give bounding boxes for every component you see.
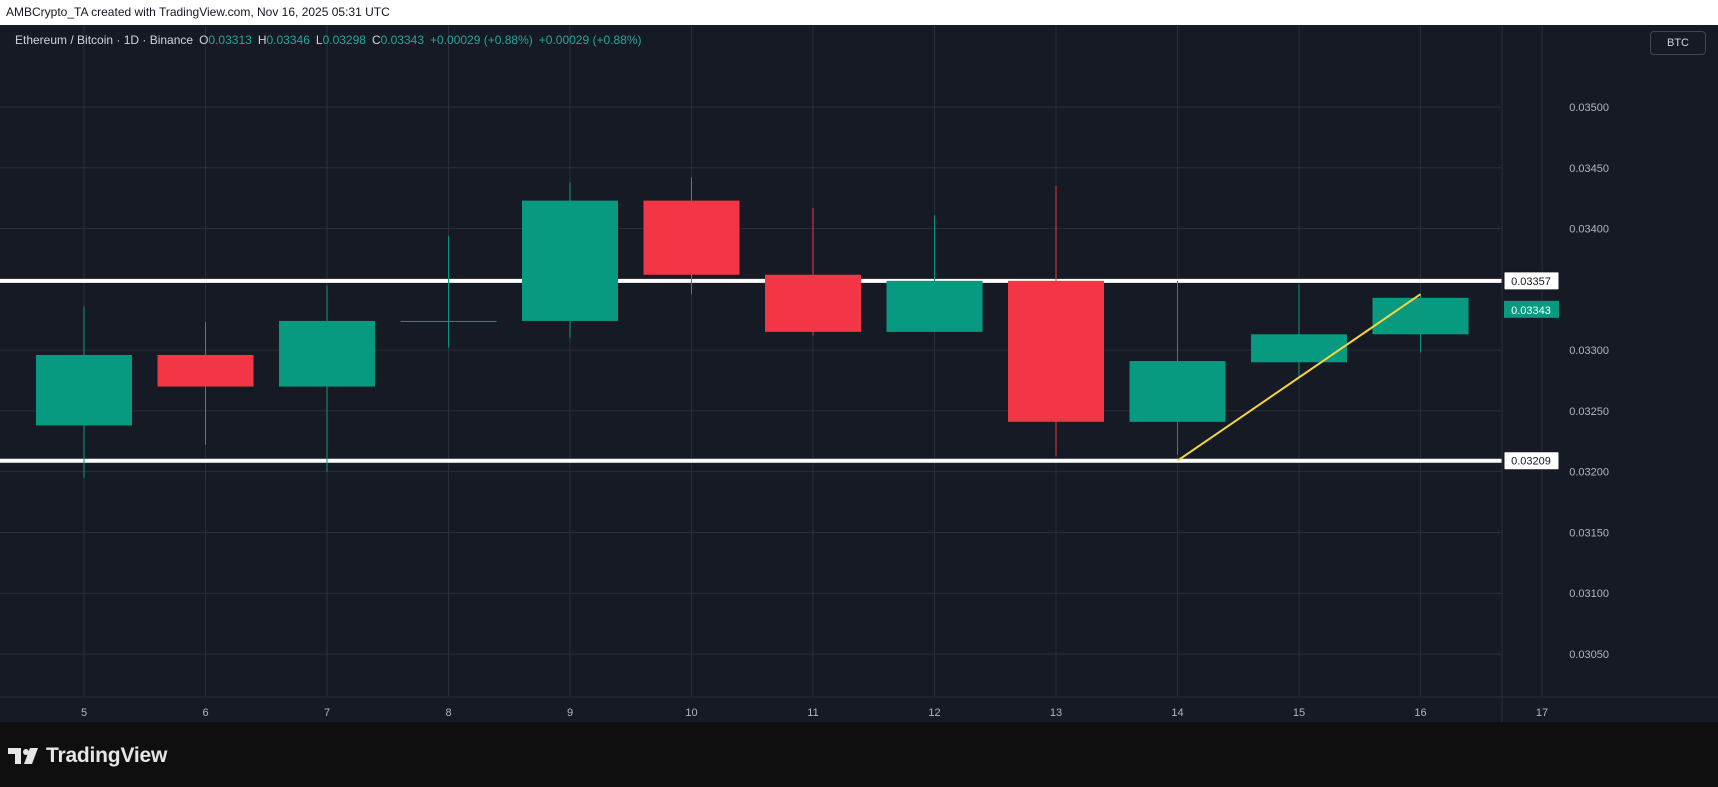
legend-high-label: H: [257, 33, 267, 47]
legend-open-label: O: [199, 33, 209, 47]
candle[interactable]: [1129, 280, 1226, 455]
candle[interactable]: [522, 182, 618, 338]
last-price-label: 0.03343: [1511, 305, 1551, 317]
tradingview-logo-icon: [8, 748, 38, 764]
chart-credit-text: AMBCrypto_TA created with TradingView.co…: [6, 5, 390, 19]
legend-low-label: L: [315, 33, 323, 47]
y-tick-label: 0.03400: [1569, 224, 1609, 236]
last-price-label-bg: [1504, 300, 1559, 318]
footer-bar: TradingView: [0, 722, 1718, 787]
y-tick-label: 0.03500: [1569, 102, 1609, 114]
level-price-label: 0.03357: [1511, 276, 1551, 288]
currency-button[interactable]: BTC: [1650, 31, 1706, 55]
candle-body: [400, 320, 497, 322]
axes: 0.03500 0.03450 0.03400 0.03300 0.03250 0.032…: [0, 25, 1718, 722]
trend-line[interactable]: [1176, 293, 1422, 462]
legend-close-label: C: [371, 33, 381, 47]
x-tick-label: 15: [1293, 707, 1305, 719]
level-price-label-bg: [1503, 451, 1560, 471]
candle-body: [886, 280, 983, 332]
x-tick-label: 17: [1536, 707, 1548, 719]
y-tick-label: 0.03250: [1569, 406, 1609, 418]
x-tick-label: 8: [445, 707, 451, 719]
candle-body: [643, 200, 740, 275]
chart-frame[interactable]: 0.03500 0.03450 0.03400 0.03300 0.03250 0.032…: [0, 25, 1718, 722]
tradingview-logo[interactable]: TradingView: [8, 744, 167, 768]
candle[interactable]: [157, 322, 254, 445]
horizontal-lines: [0, 278, 1502, 463]
legend-change-secondary: +0.00029 (+0.88%): [538, 33, 642, 47]
candle[interactable]: [1008, 186, 1104, 456]
x-tick-label: 12: [928, 707, 940, 719]
legend-open-value: 0.03313: [208, 33, 252, 47]
candle[interactable]: [643, 177, 740, 295]
candle-body: [157, 354, 254, 387]
legend-close-value: 0.03343: [380, 33, 425, 47]
candle-body: [765, 274, 861, 332]
candle-body: [279, 320, 375, 387]
price-labels: 0.03357 0.03209 0.03343: [1503, 271, 1560, 471]
x-tick-label: 6: [202, 707, 208, 719]
level-price-label: 0.03209: [1511, 456, 1551, 468]
candle-body: [1008, 280, 1104, 422]
candle-body: [1129, 361, 1226, 422]
candlestick-chart[interactable]: 0.03500 0.03450 0.03400 0.03300 0.03250 0.032…: [0, 25, 1718, 722]
x-tick-label: 10: [685, 707, 697, 719]
y-tick-label: 0.03100: [1569, 588, 1609, 600]
y-tick-label: 0.03200: [1569, 467, 1609, 479]
candle[interactable]: [765, 207, 861, 336]
x-tick-label: 13: [1050, 707, 1062, 719]
legend-low-value: 0.03298: [322, 33, 366, 47]
candle-body: [36, 354, 132, 426]
legend-high-value: 0.03346: [266, 33, 310, 47]
x-tick-label: 11: [807, 707, 818, 719]
candle[interactable]: [400, 235, 497, 348]
y-tick-label: 0.03300: [1569, 345, 1609, 357]
legend-change: +0.00029 (+0.88%): [430, 33, 533, 47]
candle[interactable]: [279, 285, 375, 472]
chart-credit-bar: AMBCrypto_TA created with TradingView.co…: [0, 0, 1718, 25]
candle-body: [1251, 334, 1347, 363]
candles: [36, 177, 1469, 478]
trend-lines: [1176, 293, 1422, 462]
y-tick-label: 0.03050: [1569, 649, 1609, 661]
y-tick-label: 0.03450: [1569, 163, 1609, 175]
candle[interactable]: [36, 306, 132, 478]
candle[interactable]: [1251, 284, 1347, 377]
candle[interactable]: [1372, 294, 1469, 353]
x-tick-label: 5: [81, 707, 87, 719]
tradingview-logo-text: TradingView: [46, 744, 168, 767]
x-tick-label: 9: [567, 707, 573, 719]
x-tick-label: 16: [1414, 707, 1426, 719]
x-tick-label: 14: [1171, 707, 1183, 719]
candle-body: [522, 200, 618, 321]
candle[interactable]: [886, 215, 983, 332]
symbol-legend: Ethereum / Bitcoin · 1D · Binance O 0.03…: [15, 33, 648, 47]
legend-symbol: Ethereum / Bitcoin · 1D · Binance: [15, 33, 194, 47]
x-tick-label: 7: [324, 707, 330, 719]
level-price-label-bg: [1503, 271, 1560, 291]
y-tick-label: 0.03150: [1569, 527, 1609, 539]
